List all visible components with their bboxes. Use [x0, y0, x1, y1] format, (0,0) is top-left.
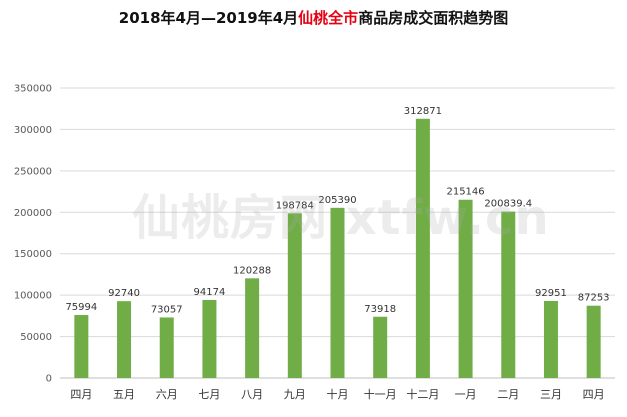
- bar-4: [202, 299, 217, 378]
- bar-5: [245, 278, 260, 378]
- bar-7: [330, 207, 345, 378]
- x-tick-label: 七月: [198, 388, 220, 401]
- title-prefix: 2018年4月—2019年4月: [118, 9, 299, 27]
- title-highlight: 仙桃全市: [298, 9, 359, 27]
- y-tick-label: 150000: [14, 249, 52, 260]
- x-tick-label: 四月: [70, 388, 92, 401]
- bar-9: [415, 118, 430, 378]
- data-label: 205390: [318, 195, 356, 206]
- data-label: 312871: [404, 106, 442, 117]
- data-label: 120288: [233, 265, 271, 276]
- bar-3: [159, 317, 174, 378]
- bar-12: [543, 300, 558, 378]
- x-tick-label: 六月: [156, 388, 178, 401]
- x-tick-label: 九月: [284, 388, 306, 401]
- y-tick-label: 300000: [14, 125, 52, 136]
- bar-8: [373, 316, 388, 378]
- x-tick-label: 十一月: [364, 387, 397, 401]
- x-tick-label: 五月: [113, 388, 135, 401]
- x-tick-label: 一月: [455, 388, 477, 401]
- data-label: 92951: [535, 288, 567, 299]
- x-tick-label: 四月: [583, 388, 605, 401]
- data-label: 73057: [151, 304, 183, 315]
- data-label: 94174: [194, 287, 226, 298]
- data-label: 75994: [65, 302, 97, 313]
- y-tick-label: 0: [46, 374, 52, 385]
- y-tick-label: 100000: [14, 291, 52, 302]
- title-suffix: 商品房成交面积趋势图: [358, 9, 509, 27]
- bars: [74, 118, 601, 378]
- bar-6: [287, 213, 302, 378]
- data-label: 92740: [108, 288, 140, 299]
- data-label: 73918: [364, 304, 396, 315]
- bar-2: [117, 301, 132, 378]
- data-label: 200839.4: [484, 199, 532, 210]
- x-tick-label: 三月: [540, 388, 562, 401]
- x-tick-label: 二月: [497, 388, 519, 401]
- data-label: 198784: [276, 200, 314, 211]
- chart-title: 2018年4月—2019年4月仙桃全市商品房成交面积趋势图: [0, 7, 627, 28]
- x-tick-label: 十二月: [406, 387, 439, 401]
- data-label: 215146: [446, 187, 484, 198]
- bar-13: [586, 305, 601, 378]
- y-tick-label: 50000: [20, 332, 52, 343]
- y-tick-label: 250000: [14, 166, 52, 177]
- axes: 0 50000 100000 150000 200000 250000 300000 3500…: [14, 84, 610, 402]
- data-label: 87253: [578, 293, 610, 304]
- bar-10: [458, 199, 473, 378]
- bar-11: [501, 211, 516, 378]
- x-tick-label: 八月: [241, 388, 263, 401]
- bar-1: [74, 315, 89, 378]
- x-tick-label: 十月: [327, 387, 349, 401]
- y-tick-label: 350000: [14, 84, 52, 95]
- y-tick-label: 200000: [14, 208, 52, 219]
